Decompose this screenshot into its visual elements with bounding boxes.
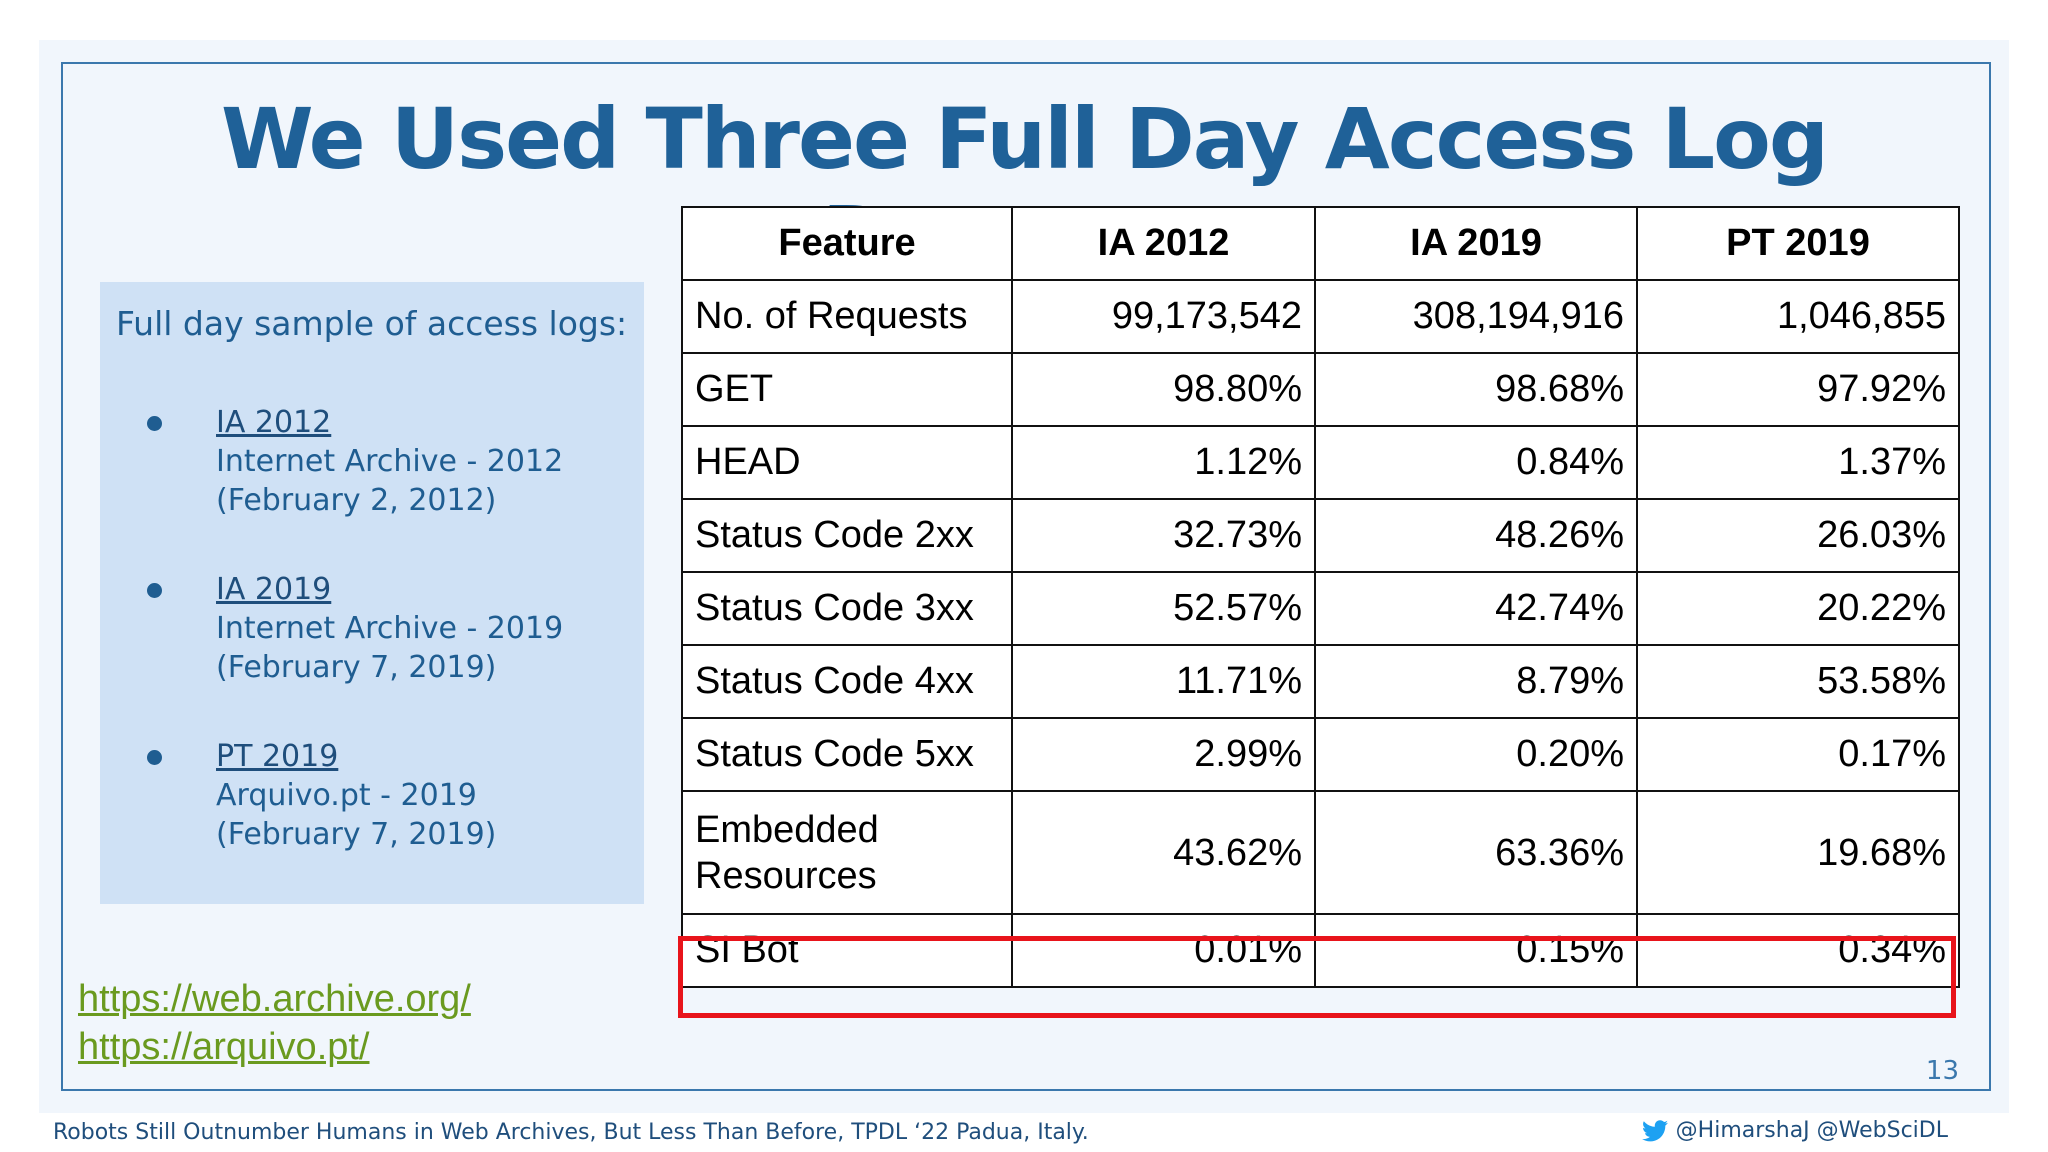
dataset-date: (February 7, 2019) bbox=[216, 817, 497, 852]
dataset-item: IA 2012 Internet Archive - 2012 (Februar… bbox=[116, 403, 628, 520]
dataset-item: IA 2019 Internet Archive - 2019 (Februar… bbox=[116, 570, 628, 687]
dataset-link-ia-2012[interactable]: IA 2012 bbox=[216, 405, 332, 440]
dataset-link-ia-2019[interactable]: IA 2019 bbox=[216, 572, 332, 607]
dataset-info-panel: Full day sample of access logs: IA 2012 … bbox=[100, 282, 644, 904]
cell-value: 32.73% bbox=[1011, 498, 1316, 573]
dataset-source: Internet Archive - 2012 bbox=[216, 444, 564, 479]
table-row: Embedded Resources 43.62% 63.36% 19.68% bbox=[681, 790, 1960, 915]
table-row: GET 98.80% 98.68% 97.92% bbox=[681, 352, 1960, 427]
arquivo-link[interactable]: https://arquivo.pt/ bbox=[78, 1026, 370, 1068]
row-label: SI Bot bbox=[681, 913, 1013, 988]
web-archive-link[interactable]: https://web.archive.org/ bbox=[78, 978, 471, 1020]
cell-value: 0.20% bbox=[1314, 717, 1638, 792]
row-label: Status Code 2xx bbox=[681, 498, 1013, 573]
cell-value: 11.71% bbox=[1011, 644, 1316, 719]
slide-border bbox=[61, 62, 1991, 1091]
dataset-source: Internet Archive - 2019 bbox=[216, 611, 564, 646]
cell-value: 42.74% bbox=[1314, 571, 1638, 646]
bullet-icon bbox=[147, 416, 162, 431]
dataset-item: PT 2019 Arquivo.pt - 2019 (February 7, 2… bbox=[116, 737, 628, 854]
cell-value: 43.62% bbox=[1011, 790, 1316, 915]
twitter-icon bbox=[1641, 1119, 1668, 1141]
cell-value: 53.58% bbox=[1636, 644, 1960, 719]
cell-value: 0.17% bbox=[1636, 717, 1960, 792]
cell-value: 98.68% bbox=[1314, 352, 1638, 427]
column-header-ia-2012: IA 2012 bbox=[1011, 206, 1316, 281]
cell-value: 19.68% bbox=[1636, 790, 1960, 915]
slide: We Used Three Full Day Access Log Datase… bbox=[39, 40, 2009, 1113]
table-row: Status Code 2xx 32.73% 48.26% 26.03% bbox=[681, 498, 1960, 573]
cell-value: 98.80% bbox=[1011, 352, 1316, 427]
row-label: Status Code 3xx bbox=[681, 571, 1013, 646]
row-label: No. of Requests bbox=[681, 279, 1013, 354]
cell-value: 0.34% bbox=[1636, 913, 1960, 988]
panel-heading: Full day sample of access logs: bbox=[116, 304, 628, 343]
cell-value: 63.36% bbox=[1314, 790, 1638, 915]
bullet-icon bbox=[147, 750, 162, 765]
table-row: HEAD 1.12% 0.84% 1.37% bbox=[681, 425, 1960, 500]
dataset-date: (February 2, 2012) bbox=[216, 483, 497, 518]
bullet-icon bbox=[147, 583, 162, 598]
row-label: Status Code 4xx bbox=[681, 644, 1013, 719]
cell-value: 308,194,916 bbox=[1314, 279, 1638, 354]
table-row: No. of Requests 99,173,542 308,194,916 1… bbox=[681, 279, 1960, 354]
row-label: Status Code 5xx bbox=[681, 717, 1013, 792]
cell-value: 48.26% bbox=[1314, 498, 1638, 573]
dataset-comparison-table: Feature IA 2012 IA 2019 PT 2019 No. of R… bbox=[681, 206, 1960, 988]
row-label: GET bbox=[681, 352, 1013, 427]
cell-value: 99,173,542 bbox=[1011, 279, 1316, 354]
dataset-list: IA 2012 Internet Archive - 2012 (Februar… bbox=[116, 403, 628, 854]
external-links: https://web.archive.org/ https://arquivo… bbox=[78, 975, 471, 1071]
table-row-highlighted: SI Bot 0.01% 0.15% 0.34% bbox=[681, 913, 1960, 988]
cell-value: 97.92% bbox=[1636, 352, 1960, 427]
row-label: HEAD bbox=[681, 425, 1013, 500]
dataset-date: (February 7, 2019) bbox=[216, 650, 497, 685]
cell-value: 20.22% bbox=[1636, 571, 1960, 646]
dataset-source: Arquivo.pt - 2019 bbox=[216, 778, 477, 813]
dataset-link-pt-2019[interactable]: PT 2019 bbox=[216, 739, 339, 774]
cell-value: 0.01% bbox=[1011, 913, 1316, 988]
cell-value: 0.15% bbox=[1314, 913, 1638, 988]
column-header-pt-2019: PT 2019 bbox=[1636, 206, 1960, 281]
cell-value: 1,046,855 bbox=[1636, 279, 1960, 354]
cell-value: 52.57% bbox=[1011, 571, 1316, 646]
row-label-line: Resources bbox=[695, 854, 877, 897]
column-header-feature: Feature bbox=[681, 206, 1013, 281]
table-row: Status Code 5xx 2.99% 0.20% 0.17% bbox=[681, 717, 1960, 792]
table-row: Status Code 3xx 52.57% 42.74% 20.22% bbox=[681, 571, 1960, 646]
column-header-ia-2019: IA 2019 bbox=[1314, 206, 1638, 281]
footer-handles-text: @HimarshaJ @WebSciDL bbox=[1675, 1118, 1948, 1143]
cell-value: 2.99% bbox=[1011, 717, 1316, 792]
footer-citation: Robots Still Outnumber Humans in Web Arc… bbox=[53, 1120, 1089, 1145]
row-label-line: Embedded bbox=[695, 808, 879, 851]
footer-handles: @HimarshaJ @WebSciDL bbox=[1641, 1118, 1948, 1143]
cell-value: 26.03% bbox=[1636, 498, 1960, 573]
cell-value: 0.84% bbox=[1314, 425, 1638, 500]
slide-number: 13 bbox=[1925, 1056, 1959, 1086]
row-label: Embedded Resources bbox=[681, 790, 1013, 915]
cell-value: 1.12% bbox=[1011, 425, 1316, 500]
cell-value: 1.37% bbox=[1636, 425, 1960, 500]
cell-value: 8.79% bbox=[1314, 644, 1638, 719]
table-row: Status Code 4xx 11.71% 8.79% 53.58% bbox=[681, 644, 1960, 719]
table-header-row: Feature IA 2012 IA 2019 PT 2019 bbox=[681, 206, 1960, 281]
